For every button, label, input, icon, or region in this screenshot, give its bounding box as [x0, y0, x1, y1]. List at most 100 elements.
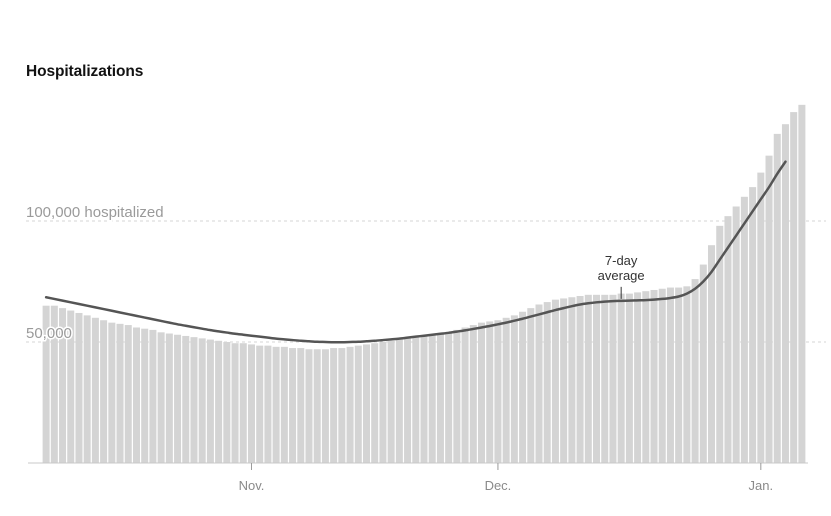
bar-19 — [198, 338, 206, 463]
bar-12 — [141, 328, 149, 463]
bar-80 — [699, 264, 707, 463]
bar-86 — [749, 187, 757, 463]
annotation-text-line2-0: average — [598, 268, 645, 283]
bar-35 — [330, 348, 338, 463]
bar-14 — [157, 332, 165, 463]
bar-37 — [346, 346, 354, 463]
y-tick-label-0: 50,000 — [26, 325, 72, 342]
bar-1 — [50, 305, 58, 463]
bar-79 — [691, 279, 699, 463]
bar-29 — [280, 346, 288, 463]
bar-39 — [362, 344, 371, 463]
bar-66 — [584, 294, 592, 463]
bar-26 — [256, 345, 264, 463]
bar-88 — [765, 155, 773, 463]
bar-72 — [634, 292, 642, 463]
bar-87 — [757, 172, 765, 463]
bar-49 — [445, 332, 453, 463]
bar-90 — [781, 124, 789, 463]
bar-30 — [289, 348, 297, 463]
bar-24 — [239, 343, 247, 463]
bar-84 — [732, 206, 740, 464]
bar-67 — [593, 294, 601, 463]
x-tick-label-0: Nov. — [239, 478, 265, 493]
bar-11 — [132, 327, 140, 463]
bar-4 — [75, 312, 83, 463]
bar-68 — [601, 294, 609, 463]
bar-69 — [609, 294, 617, 463]
bar-9 — [116, 323, 124, 463]
bar-8 — [108, 322, 116, 463]
seven-day-average-line — [44, 160, 787, 344]
bar-56 — [502, 317, 510, 463]
chart-title: Hospitalizations — [26, 63, 144, 80]
bar-27 — [264, 345, 272, 463]
bar-16 — [174, 334, 182, 463]
bar-65 — [576, 296, 584, 463]
bar-13 — [149, 329, 157, 463]
bar-23 — [231, 343, 239, 463]
bar-52 — [469, 325, 477, 463]
bar-17 — [182, 335, 190, 463]
y-tick-label-1: 100,000 hospitalized — [26, 204, 164, 221]
bar-0 — [42, 305, 50, 463]
bar-75 — [658, 288, 666, 463]
bar-60 — [535, 304, 543, 463]
bar-85 — [740, 196, 748, 464]
bar-28 — [272, 346, 280, 463]
bar-71 — [625, 293, 633, 463]
bar-59 — [527, 308, 535, 463]
bar-3 — [67, 310, 75, 463]
bar-54 — [486, 321, 494, 463]
bar-74 — [650, 289, 658, 463]
bar-44 — [404, 338, 412, 463]
bar-78 — [683, 286, 691, 463]
bar-48 — [436, 333, 444, 463]
bar-81 — [708, 245, 716, 463]
daily-bars — [42, 104, 806, 464]
bar-40 — [371, 343, 379, 463]
bar-18 — [190, 337, 198, 463]
bar-73 — [642, 291, 650, 463]
bar-58 — [519, 311, 527, 463]
bar-47 — [428, 334, 436, 463]
bar-63 — [560, 298, 568, 463]
bar-55 — [494, 320, 502, 463]
bar-62 — [551, 299, 559, 463]
bar-32 — [305, 349, 313, 463]
bar-22 — [223, 342, 231, 463]
bar-41 — [379, 342, 387, 463]
bar-5 — [83, 315, 91, 463]
bar-57 — [510, 315, 518, 463]
bar-89 — [773, 133, 781, 463]
bar-64 — [568, 297, 576, 463]
bar-33 — [313, 349, 321, 463]
bar-34 — [321, 349, 329, 463]
bar-46 — [420, 335, 428, 463]
bar-20 — [206, 339, 214, 463]
y-axis-labels: 50,000 100,000 hospitalized — [25, 203, 166, 344]
bar-38 — [354, 345, 362, 463]
bar-82 — [716, 225, 724, 463]
bar-51 — [461, 327, 469, 463]
bar-70 — [617, 293, 625, 463]
x-axis-ticks: Nov. Dec. Jan. — [239, 463, 774, 493]
bar-6 — [91, 317, 99, 463]
bar-76 — [666, 287, 674, 463]
bar-77 — [675, 287, 683, 463]
bar-45 — [412, 337, 420, 463]
x-tick-label-1: Dec. — [485, 478, 512, 493]
bar-50 — [453, 329, 461, 463]
bar-91 — [790, 112, 798, 463]
bar-31 — [297, 348, 305, 463]
bar-7 — [100, 320, 108, 463]
bar-43 — [395, 339, 403, 463]
bar-10 — [124, 325, 132, 463]
bar-36 — [338, 348, 346, 463]
bar-83 — [724, 216, 732, 463]
x-tick-label-2: Jan. — [749, 478, 774, 493]
bar-15 — [165, 333, 173, 463]
bar-25 — [247, 344, 255, 463]
